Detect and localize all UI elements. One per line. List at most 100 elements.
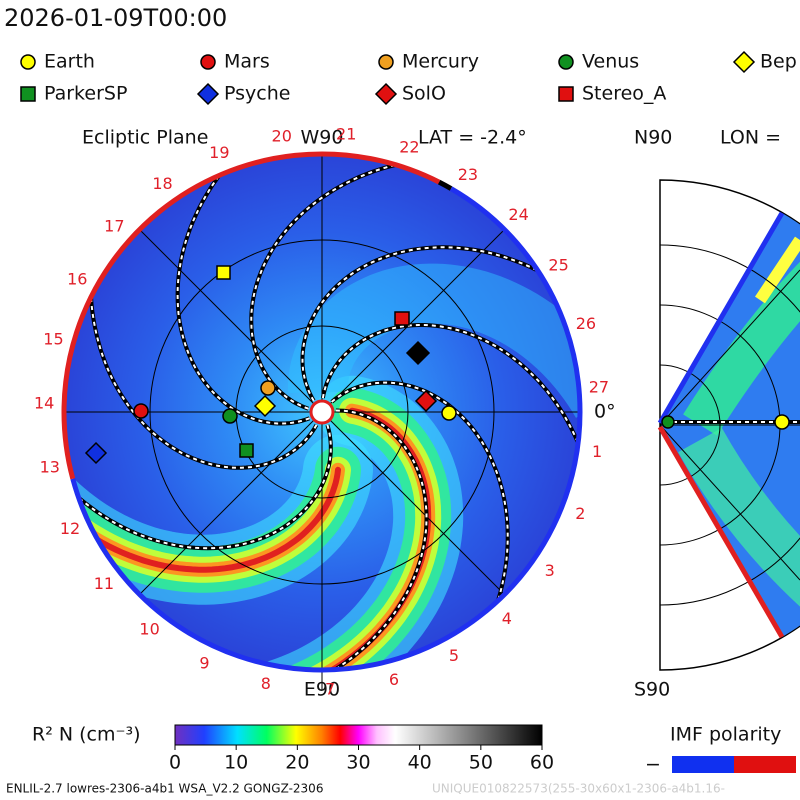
rim-label: 6 (389, 670, 399, 689)
legend-label: Psyche (224, 83, 290, 105)
rim-label: 24 (508, 205, 528, 224)
bottom-label: E90 (304, 679, 340, 701)
rim-label: 9 (199, 653, 209, 672)
stereo-a-marker (394, 311, 410, 326)
field-line-dash (89, 213, 318, 469)
rim-label: 26 (576, 314, 596, 333)
rim-label: 13 (40, 458, 60, 477)
legend-label: Mars (224, 51, 270, 73)
density-band (288, 263, 580, 418)
rim-label: 12 (60, 519, 80, 538)
rim-label: 17 (104, 217, 124, 236)
rim-label: 23 (458, 165, 478, 184)
lon-label: LON = (720, 127, 781, 149)
rim-label: 16 (67, 270, 87, 289)
colorbar (174, 724, 543, 746)
rim-label: 14 (34, 393, 54, 412)
mercury-marker (260, 380, 276, 396)
rim-positive (61, 151, 441, 480)
rim-label: 27 (589, 377, 609, 396)
rim-label: 10 (139, 620, 159, 639)
rim-label: 19 (209, 143, 229, 162)
timestamp: 2026-01-09T00:00 (4, 4, 227, 32)
earth-marker (774, 414, 790, 430)
legend-swatch (374, 82, 398, 106)
solo-marker (414, 389, 438, 413)
upper-polarity-edge (657, 211, 785, 425)
legend-swatch (20, 54, 36, 70)
rim-label: 11 (94, 574, 114, 593)
rim-label: 3 (545, 561, 555, 580)
legend-label: Bep (760, 51, 797, 73)
field-line-dash (321, 324, 580, 525)
legend-swatch (200, 54, 216, 70)
footer-run: ENLIL-2.7 lowres-2306-a4b1 WSA_V2.2 GONG… (6, 782, 323, 796)
legend-swatch (20, 86, 36, 102)
rim-label: 21 (336, 125, 356, 144)
imf-positive (734, 756, 796, 773)
field-line-dash (331, 381, 509, 670)
lat-label: LAT = -2.4° (418, 127, 527, 149)
lower-polarity-edge (657, 425, 785, 639)
field-lines (64, 154, 580, 670)
meridional-plot: N90 LON = S90 (634, 127, 800, 701)
top-label: W90 (301, 127, 344, 149)
rim-polarity (61, 151, 583, 673)
legend-label: Venus (582, 51, 639, 73)
earth-marker (441, 405, 457, 421)
legend-label: Mercury (402, 51, 479, 73)
colorbar-tick-label: 30 (346, 752, 370, 774)
rim-negative (70, 186, 583, 673)
bottom-label: S90 (634, 679, 670, 701)
field-line-dash (250, 156, 480, 410)
psyche-marker (84, 441, 108, 465)
legend-swatch (558, 54, 574, 70)
field-line-dash (176, 154, 310, 425)
colorbar-tick-label: 20 (285, 752, 309, 774)
sun (309, 399, 335, 425)
legend-label: Stereo_A (582, 83, 666, 105)
bepi-marker (253, 394, 277, 418)
cme-marker (405, 340, 431, 366)
colorbar-tick-label: 40 (408, 752, 432, 774)
mars-marker (133, 403, 149, 419)
panel-title: Ecliptic Plane (82, 127, 208, 149)
imf-label: IMF polarity (670, 724, 781, 746)
rim-label: 7 (325, 679, 335, 698)
legend-swatch (378, 54, 394, 70)
rim-label: 5 (449, 646, 459, 665)
legend-swatch (196, 82, 220, 106)
rim-label: 20 (272, 126, 292, 145)
field-line-dash (257, 409, 428, 670)
legend-swatch (558, 86, 574, 102)
legend: Earth Mars Mercury Venus Bep ParkerSP Psyche So… (20, 50, 797, 106)
rim-label: 22 (399, 138, 419, 157)
legend-label: ParkerSP (44, 83, 127, 105)
field-line-dash (64, 424, 332, 550)
colorbar-tick-label: 10 (224, 752, 248, 774)
colorbar-label: R² N (cm⁻³) (32, 724, 141, 746)
imf-minus: − (645, 754, 661, 776)
rim-label: 15 (43, 330, 63, 349)
ecliptic-plot: Ecliptic Plane W90 E90 LAT = -2.4° 0° 12… (34, 125, 616, 701)
field-line-dash (301, 246, 580, 402)
legend-label: Earth (44, 51, 95, 73)
venus-marker (661, 415, 675, 429)
rim-neutral (437, 179, 453, 191)
rim-label: 1 (592, 442, 602, 461)
venus-marker (222, 408, 238, 424)
colorbar-ticks: 0 10 20 30 40 50 60 (169, 745, 554, 774)
legend-label: SolO (402, 83, 446, 105)
rim-label: 25 (548, 256, 568, 275)
rim-label: 18 (152, 174, 172, 193)
colorbar-tick-label: 60 (530, 752, 554, 774)
colorbar-tick-label: 0 (169, 752, 181, 774)
bodies (84, 265, 457, 465)
rim-label: 8 (261, 674, 271, 693)
extra-marker (216, 265, 231, 280)
rim-label: 4 (502, 609, 512, 628)
imf-negative (672, 756, 734, 773)
colorbar-tick-label: 50 (469, 752, 493, 774)
legend-swatch (732, 50, 756, 74)
